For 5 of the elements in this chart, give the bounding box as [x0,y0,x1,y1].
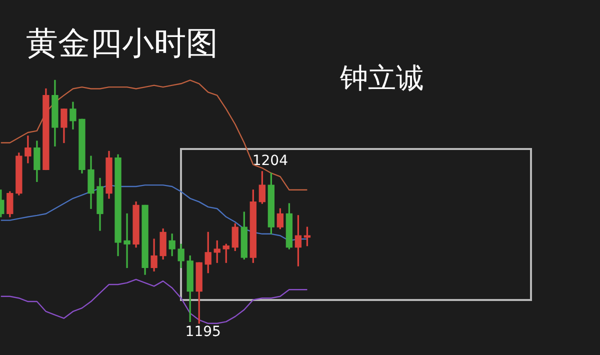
chart-title: 黄金四小时图 [26,23,218,64]
candlestick [124,213,130,268]
annotation: 1204 [252,153,288,170]
text: 钟立诚 [339,61,424,94]
annotation: 1195 [185,324,221,340]
